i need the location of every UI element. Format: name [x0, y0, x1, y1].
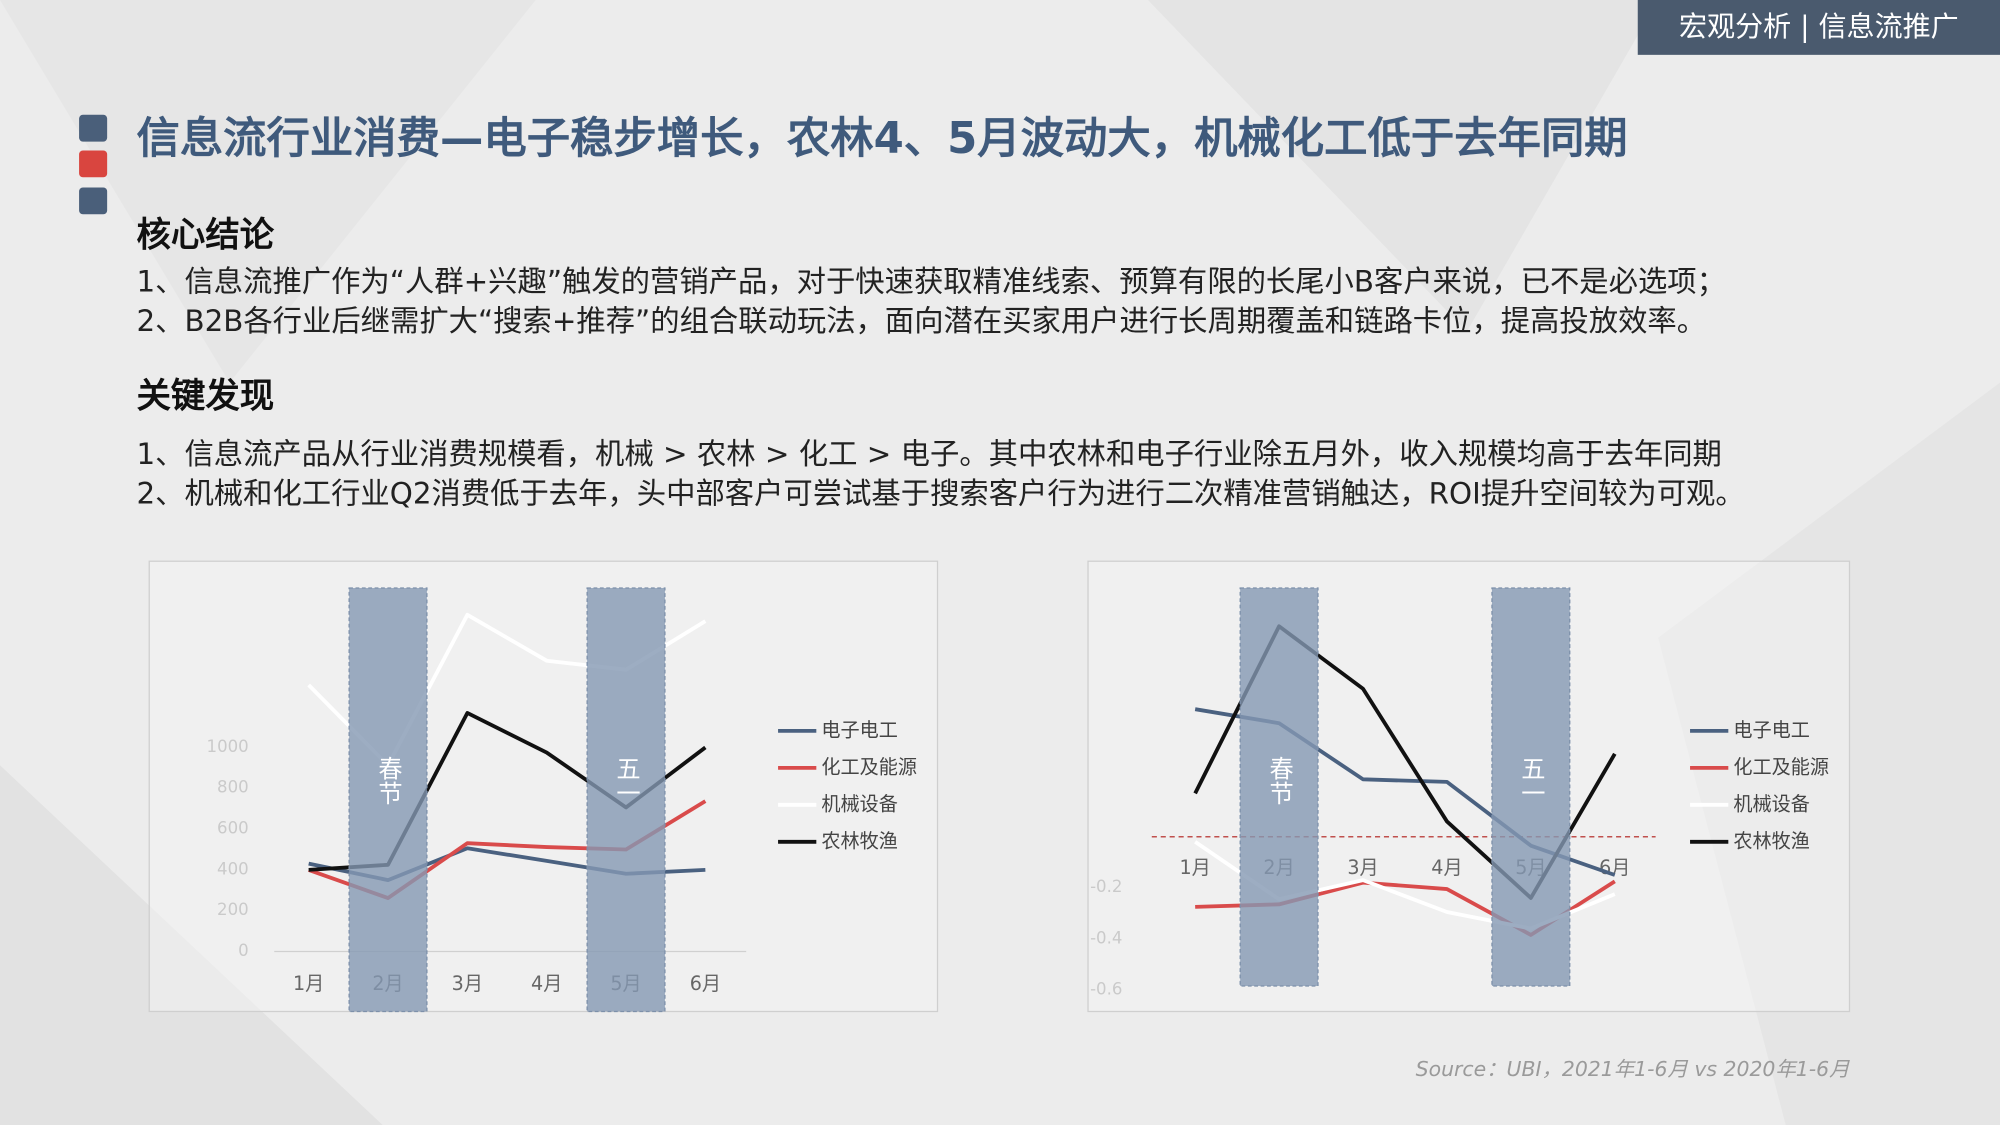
holiday-label: 五一: [612, 756, 640, 804]
title-square: [79, 150, 108, 178]
legend-label: 机械设备: [821, 792, 898, 815]
x-tick-label: 4月: [1431, 856, 1462, 879]
y-tick-label: 600: [217, 819, 249, 838]
y-tick-label: 400: [217, 859, 249, 878]
x-tick-label: 6月: [690, 972, 721, 995]
x-tick-label: 1月: [1180, 856, 1211, 879]
y-tick-label: 0: [238, 941, 249, 960]
chart-frame: [1087, 560, 1851, 1013]
y-tick-label: 200: [217, 900, 249, 919]
y-tick-label: -0.4: [1090, 928, 1122, 947]
x-tick-label: 3月: [452, 972, 483, 995]
bg-shape: [0, 0, 536, 383]
section-item: 1、信息流产品从行业消费规模看，机械 > 农林 > 化工 > 电子。其中农林和电…: [136, 437, 1721, 471]
y-tick-label: -0.2: [1090, 877, 1122, 896]
holiday-band: [1491, 587, 1571, 987]
legend-label: 机械设备: [1733, 792, 1810, 815]
x-tick-label: 4月: [531, 972, 562, 995]
chart-frame: [148, 560, 939, 1013]
bg-shape: [1147, 0, 1659, 332]
section-item: 2、B2B各行业后继需扩大“搜索+推荐”的组合联动玩法，面向潜在买家用户进行长周…: [136, 304, 1706, 338]
section-heading: 关键发现: [136, 376, 274, 416]
section-item: 1、信息流推广作为“人群+兴趣”触发的营销产品，对于快速获取精准线索、预算有限的…: [136, 265, 1725, 299]
x-tick-label: 6月: [1599, 856, 1630, 879]
header-tag-box: [1637, 0, 2000, 55]
title-square: [79, 187, 108, 215]
title-square: [79, 114, 108, 142]
holiday-band: [1239, 587, 1319, 987]
source-note: Source：UBI，2021年1-6月 vs 2020年1-6月: [1416, 1057, 1850, 1081]
legend-label: 电子电工: [821, 718, 898, 741]
header-tag: 宏观分析 | 信息流推广: [1679, 10, 1959, 43]
y-tick-label: 1000: [207, 737, 249, 756]
holiday-label: 春节: [374, 756, 402, 805]
y-tick-label: -0.6: [1090, 979, 1122, 998]
holiday-label: 五一: [1517, 756, 1545, 804]
section-item: 2、机械和化工行业Q2消费低于去年，头中部客户可尝试基于搜索客户行为进行二次精准…: [136, 476, 1744, 510]
section-heading: 核心结论: [136, 216, 274, 256]
holiday-band: [586, 587, 666, 1013]
legend-label: 化工及能源: [821, 755, 917, 778]
slide-title: 信息流行业消费—电子稳步增长，农林4、5月波动大，机械化工低于去年同期: [136, 114, 1627, 164]
legend-label: 化工及能源: [1733, 755, 1829, 778]
legend-label: 电子电工: [1733, 718, 1810, 741]
y-tick-label: 800: [217, 778, 249, 797]
x-tick-label: 1月: [293, 972, 324, 995]
legend-label: 农林牧渔: [821, 829, 898, 852]
holiday-band: [348, 587, 428, 1013]
legend-label: 农林牧渔: [1733, 829, 1810, 852]
x-tick-label: 3月: [1347, 856, 1378, 879]
holiday-label: 春节: [1265, 756, 1293, 805]
